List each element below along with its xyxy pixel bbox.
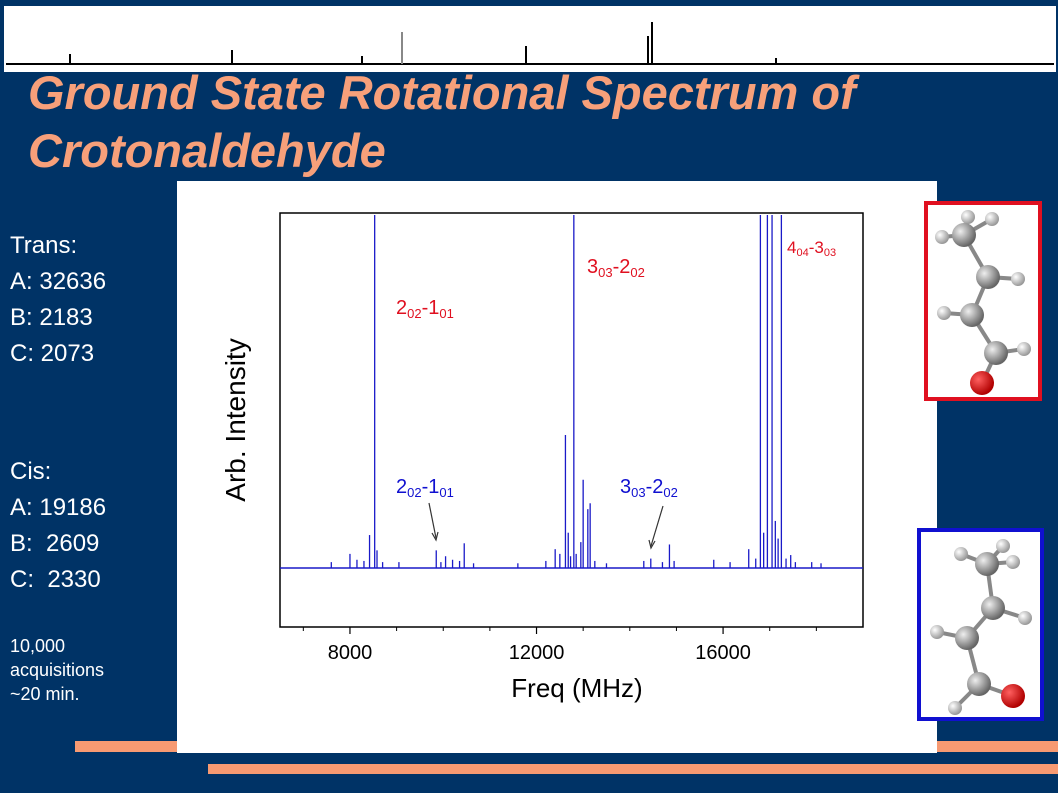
cis-b: B: 2609 [10,530,100,557]
top-strip [0,0,1058,74]
trans-label-404-303: 404-303 [787,238,836,259]
trans-a: A: 32636 [10,268,107,295]
x-tick-label: 12000 [509,642,565,664]
cis-molecule-frame [917,528,1044,721]
cis-202-sub1: 02 [407,485,421,500]
plot-frame [279,212,864,628]
chart-panel: 8000 12000 16000 Arb. Intensity Freq (MHz)… [177,181,937,753]
y-axis-label: Arb. Intensity [220,338,251,501]
trans-heading: Trans: [10,232,78,259]
cis-constants: Cis: A: 19186 B: 2609 C: 2330 [10,454,106,598]
acq-line-3: ~20 min. [10,684,80,704]
trans-404-mid: -3 [809,238,824,257]
cis-c: C: 2330 [10,566,101,593]
x-axis-label: Freq (MHz) [511,673,642,703]
cis-label-303-202: 303-202 [620,476,678,500]
trans-c: C: 2073 [10,340,95,367]
trans-b: B: 2183 [10,304,93,331]
trans-303-sub2: 02 [630,265,644,280]
trans-303-main: 3 [587,256,598,278]
trans-label-202-101: 202-101 [396,297,454,321]
cis-303-main: 3 [620,476,631,498]
cis-202-mid: -1 [422,476,440,498]
acq-line-1: 10,000 [10,636,66,656]
cis-molecule-image [930,539,1032,715]
trans-303-mid: -2 [613,256,631,278]
trans-label-303-202: 303-202 [587,256,645,280]
cis-202-arrow [428,502,437,539]
cis-303-arrowhead [648,539,656,550]
cis-303-sub1: 03 [631,485,645,500]
trans-constants: Trans: A: 32636 B: 2183 C: 2073 [10,228,106,372]
trans-molecule-image [935,210,1031,395]
cis-303-sub2: 02 [663,485,677,500]
trans-202-sub2: 01 [439,306,453,321]
accent-bar-lower [208,764,1058,774]
trans-303-sub1: 03 [598,265,612,280]
trans-202-mid: -1 [422,297,440,319]
trans-202-main: 2 [396,297,407,319]
trans-molecule-frame [924,201,1042,401]
cis-202-sub2: 01 [439,485,453,500]
cis-label-202-101: 202-101 [396,476,454,500]
cis-202-main: 2 [396,476,407,498]
cis-303-mid: -2 [646,476,664,498]
trans-404-sub2: 03 [824,247,836,259]
trans-404-main: 4 [787,238,796,257]
trans-202-sub1: 02 [407,306,421,321]
trans-404-sub1: 04 [796,247,808,259]
spectrum-chart: 8000 12000 16000 Arb. Intensity Freq (MHz)… [220,212,864,703]
cis-202-arrowhead [431,531,439,542]
slide-title: Ground State Rotational Spectrum of Crot… [28,66,856,177]
cis-303-arrow [650,505,664,547]
x-tick-label: 16000 [695,642,751,664]
acq-line-2: acquisitions [10,660,105,680]
cis-heading: Cis: [10,458,52,485]
acquisition-note: 10,000 acquisitions ~20 min. [10,634,104,706]
cis-a: A: 19186 [10,494,107,521]
x-tick-label: 8000 [328,642,373,664]
spectrum-thumbnail [4,6,1056,72]
